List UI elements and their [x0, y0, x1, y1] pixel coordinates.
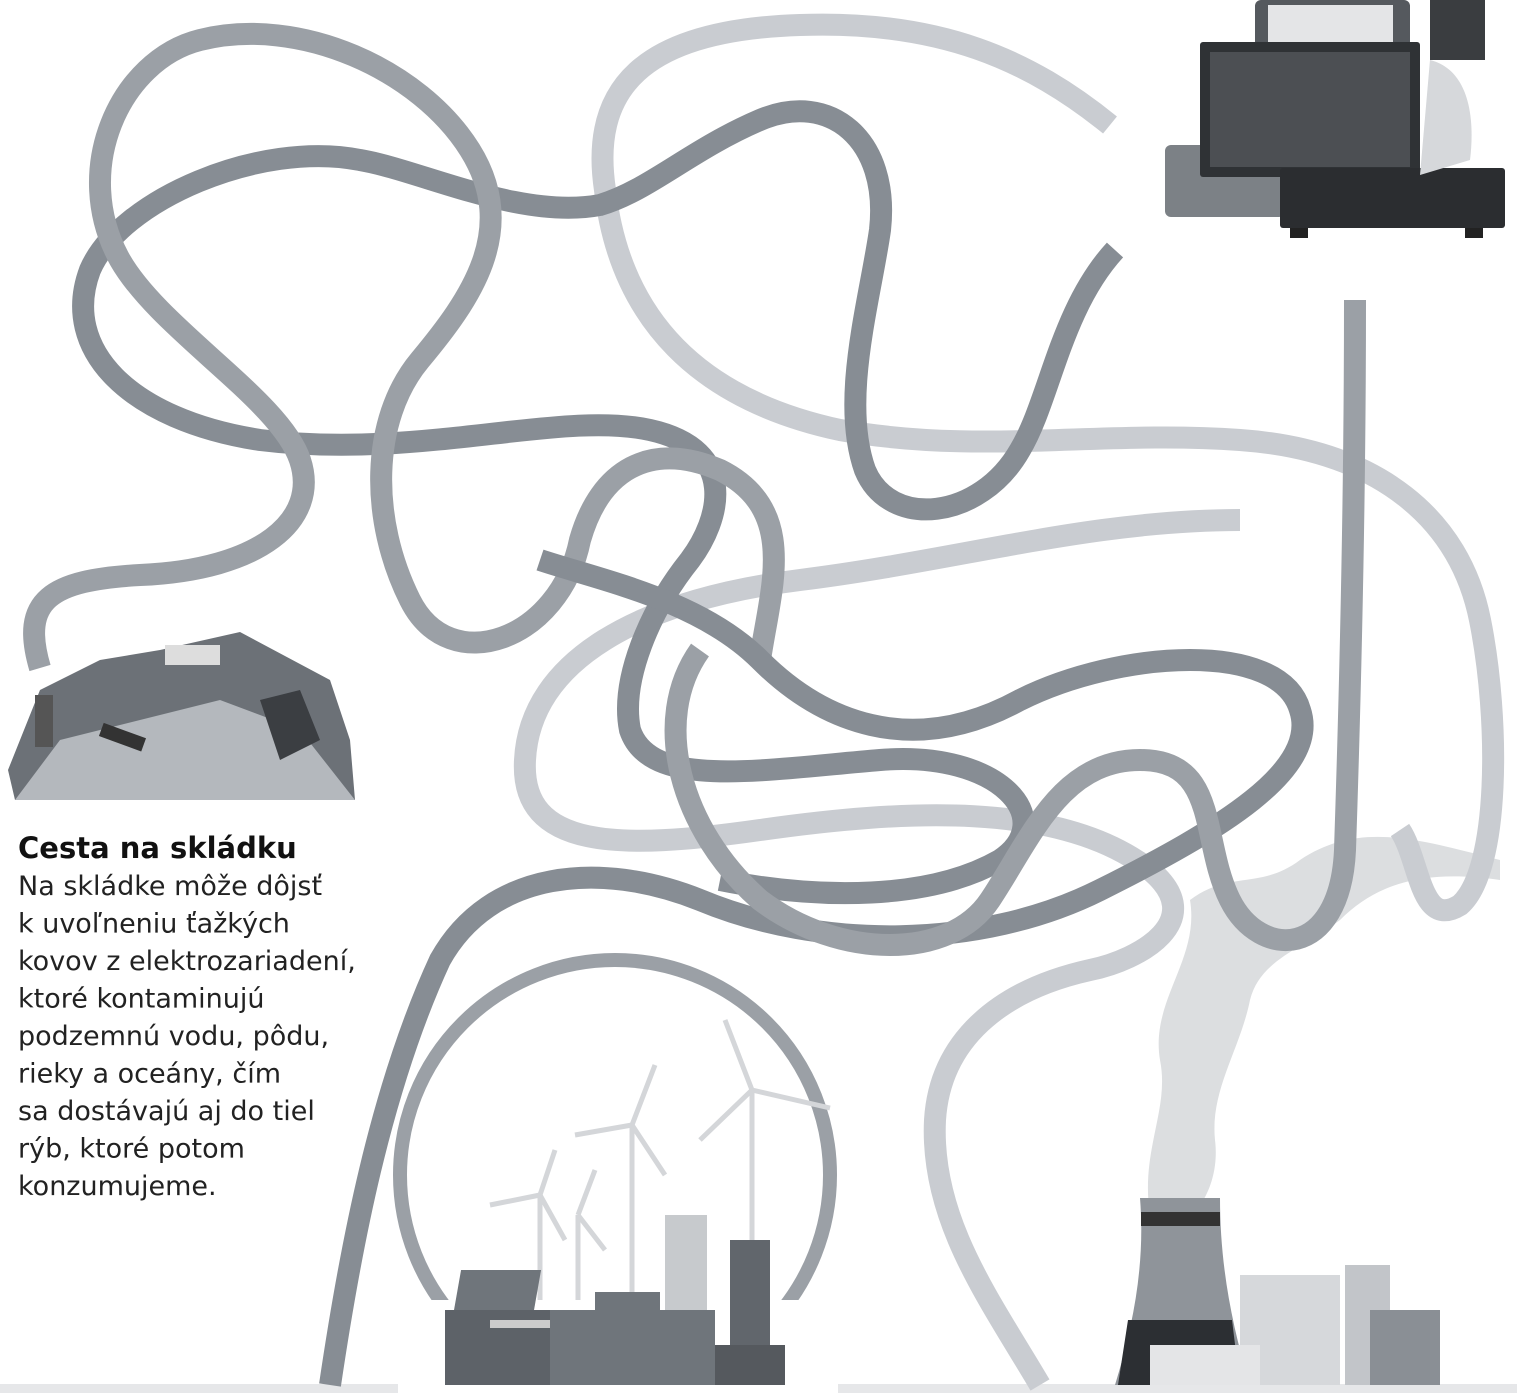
caption-line: rieky a oceány, čím	[18, 1059, 281, 1090]
green-factory-rect	[595, 1292, 660, 1312]
electronics-rect	[1290, 228, 1308, 238]
caption-line: k uvoľneniu ťažkých	[18, 909, 290, 940]
caption-line: rýb, ktoré potom	[18, 1134, 245, 1165]
landfill	[8, 632, 355, 800]
caption: Cesta na skládku Na skládke môže dôjsť k …	[18, 831, 356, 1202]
green-factory-rect	[550, 1310, 715, 1385]
electronics-rect	[1465, 228, 1483, 238]
maze-paths-path	[34, 34, 774, 668]
electronics-rect	[1280, 168, 1505, 228]
wind-farm-line	[632, 1065, 655, 1125]
wind-farm-line	[725, 1020, 752, 1090]
green-factory-rect	[454, 1270, 541, 1310]
caption-line: podzemnú vodu, pôdu,	[18, 1021, 329, 1052]
wind-farm-line	[540, 1150, 555, 1195]
coal-plant-rect	[1370, 1310, 1440, 1385]
caption-line: ktoré kontaminujú	[18, 984, 265, 1015]
wind-farm-line	[490, 1195, 540, 1205]
coal-plant-rect	[1141, 1212, 1220, 1226]
green-factory-rect	[715, 1345, 785, 1385]
caption-line: Na skládke môže dôjsť	[18, 871, 322, 902]
landfill-rect	[165, 645, 220, 665]
electronics-rect	[1430, 0, 1485, 60]
smoke	[1148, 837, 1500, 1215]
green-factory-rect	[665, 1215, 707, 1310]
wind-farm-line	[575, 1125, 632, 1135]
caption-line: sa dostávajú aj do tiel	[18, 1096, 315, 1127]
coal-plant	[1115, 1198, 1440, 1385]
wind-farm-line	[578, 1215, 605, 1250]
electronics-rect	[1268, 5, 1393, 45]
wind-farm-line	[578, 1170, 595, 1215]
electronics-rect	[1210, 52, 1410, 167]
wind-farm-line	[540, 1195, 565, 1240]
maze-illustration: Cesta na skládku Na skládke môže dôjsť k …	[0, 0, 1517, 1393]
caption-line: konzumujeme.	[18, 1171, 217, 1202]
green-factory	[445, 1215, 785, 1385]
wind-farm-line	[700, 1090, 752, 1140]
green-factory-rect	[490, 1320, 550, 1328]
caption-line: kovov z elektrozariadení,	[18, 946, 356, 977]
caption-title: Cesta na skládku	[18, 831, 297, 865]
landfill-rect	[35, 695, 53, 747]
electronics	[1165, 0, 1505, 238]
page: Cesta na skládku Na skládke môže dôjsť k …	[0, 0, 1517, 1393]
wind-farm	[490, 1020, 830, 1300]
electronics-path	[1420, 60, 1472, 175]
wind-farm-line	[632, 1125, 665, 1175]
coal-plant-rect	[1150, 1345, 1260, 1385]
caption-lines: Na skládke môže dôjsť k uvoľneniu ťažkých…	[18, 871, 356, 1202]
